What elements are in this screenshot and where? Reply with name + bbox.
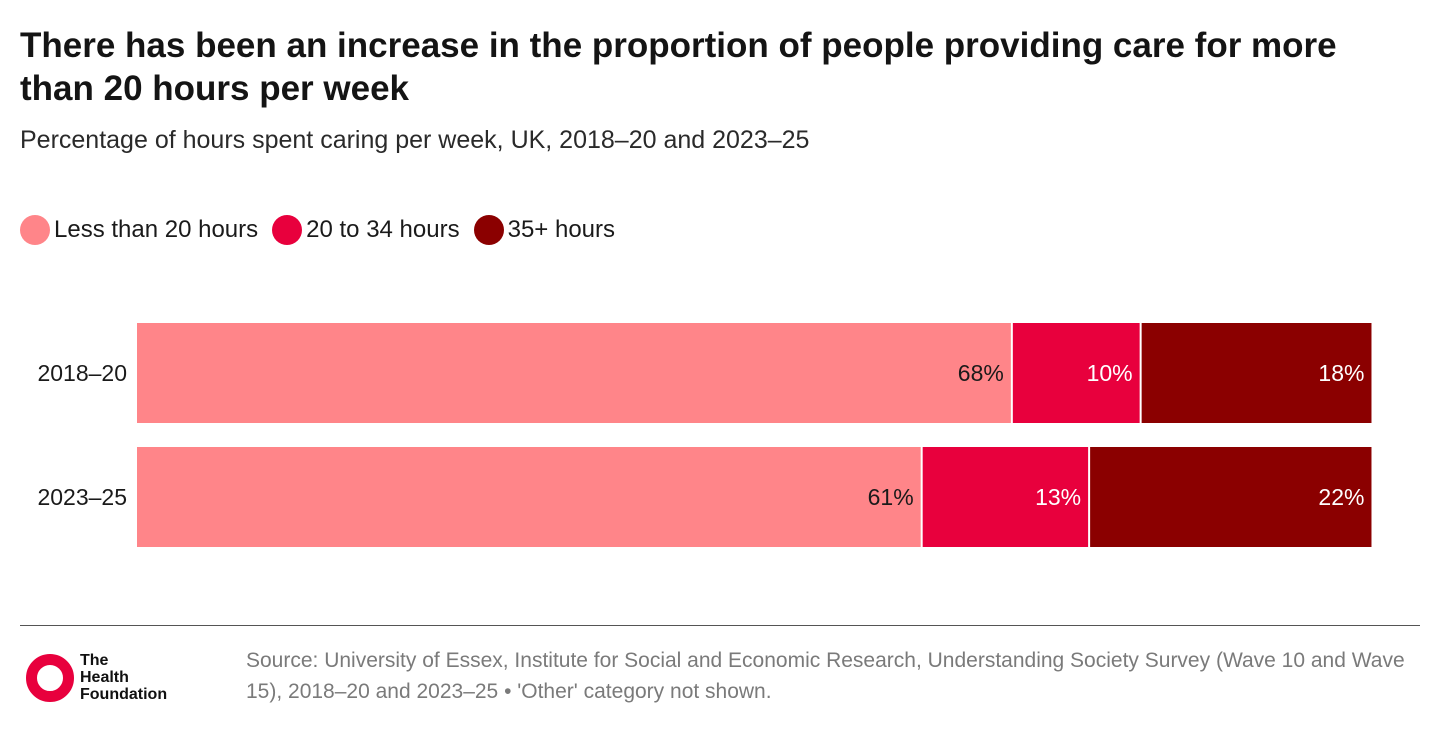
- data-label: 68%: [958, 360, 1004, 386]
- bar-segment: [1012, 323, 1140, 423]
- data-label: 13%: [1035, 484, 1081, 510]
- logo-ring-icon: [26, 653, 74, 702]
- stacked-bar-chart: 2018–20 68% 10% 18% 2023–25 61% 13% 22%: [37, 323, 1372, 547]
- legend-item-20-to-34: 20 to 34 hours: [272, 215, 460, 245]
- legend-item-less-than-20: Less than 20 hours: [20, 215, 258, 245]
- data-label: 18%: [1318, 360, 1364, 386]
- logo-text: The Health Foundation: [80, 652, 168, 703]
- legend: Less than 20 hours 20 to 34 hours 35+ ho…: [20, 215, 629, 245]
- footer-divider: [20, 625, 1420, 626]
- chart-subtitle: Percentage of hours spent caring per wee…: [20, 126, 810, 154]
- bar-segment: [922, 447, 1089, 547]
- bar-segment: [1090, 447, 1372, 547]
- legend-label-less-than-20: Less than 20 hours: [54, 216, 259, 243]
- legend-label-20-to-34: 20 to 34 hours: [306, 216, 460, 243]
- bar-segment: [137, 447, 921, 547]
- legend-swatch-35-plus: [473, 215, 504, 245]
- health-foundation-logo: The Health Foundation: [26, 652, 167, 703]
- bar-segment: [137, 323, 1011, 423]
- legend-label-35-plus: 35+ hours: [507, 216, 616, 243]
- source-note: Source: University of Essex, Institute f…: [246, 649, 1405, 703]
- data-label: 10%: [1087, 360, 1133, 386]
- category-label: 2023–25: [37, 484, 127, 510]
- bar-segment: [1141, 323, 1372, 423]
- data-label: 61%: [868, 484, 914, 510]
- legend-swatch-less-than-20: [20, 215, 50, 245]
- chart-title: There has been an increase in the propor…: [20, 26, 1337, 108]
- category-label: 2018–20: [37, 360, 127, 386]
- data-label: 22%: [1318, 484, 1364, 510]
- legend-item-35-plus: 35+ hours: [473, 215, 616, 245]
- legend-swatch-20-to-34: [272, 215, 303, 245]
